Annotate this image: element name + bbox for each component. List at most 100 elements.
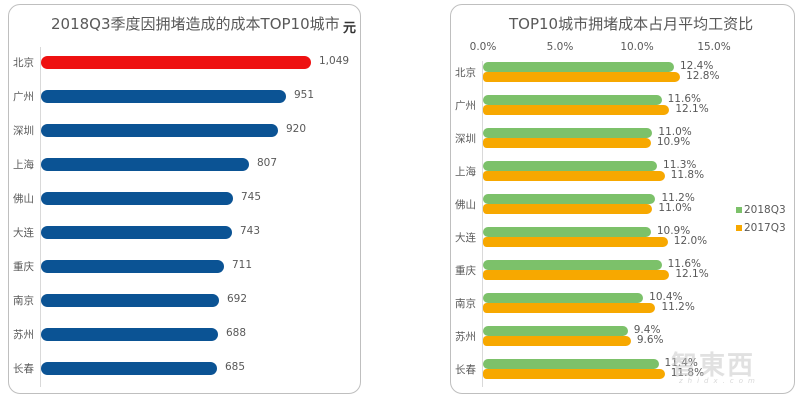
ratio-bar-2018q3 (483, 227, 651, 237)
cost-bar (41, 124, 278, 137)
x-tick-label: 5.0% (546, 41, 574, 53)
cost-bar (41, 56, 311, 69)
category-label: 北京 (13, 57, 34, 69)
cost-bar (41, 226, 232, 239)
ratio-bar-2018q3 (483, 128, 653, 138)
ratio-bar-2017q3 (483, 336, 631, 346)
category-label: 重庆 (13, 261, 34, 273)
cost-value-label: 1,049 (319, 55, 350, 67)
cost-bar (41, 362, 217, 375)
ratio-bar-2017q3 (483, 171, 665, 181)
category-label: 南京 (13, 295, 34, 307)
cost-value-label: 688 (226, 327, 247, 339)
ratio-chart-axis (482, 61, 483, 387)
cost-bar (41, 260, 224, 273)
category-label: 上海 (455, 166, 476, 178)
category-label: 佛山 (13, 193, 34, 205)
ratio-value-2018q3: 11.6% (667, 258, 701, 270)
category-label: 大连 (455, 232, 476, 244)
x-tick-label: 10.0% (620, 41, 654, 53)
category-label: 深圳 (455, 133, 476, 145)
legend-swatch-2017q3 (736, 225, 742, 231)
ratio-bar-2017q3 (483, 369, 665, 379)
ratio-bar-2017q3 (483, 105, 670, 115)
ratio-chart-legend: 2018Q3 2017Q3 (736, 201, 786, 237)
cost-value-label: 692 (227, 293, 248, 305)
category-label: 长春 (13, 363, 34, 375)
ratio-value-2018q3: 10.4% (649, 291, 683, 303)
category-label: 上海 (13, 159, 34, 171)
category-label: 佛山 (455, 199, 476, 211)
legend-item-2018q3: 2018Q3 (736, 201, 786, 219)
ratio-value-2017q3: 11.8% (670, 367, 705, 379)
ratio-value-2018q3: 12.4% (679, 60, 714, 72)
ratio-value-2017q3: 11.8% (670, 169, 705, 181)
ratio-value-2017q3: 11.0% (658, 202, 692, 214)
ratio-bar-2018q3 (483, 95, 662, 105)
ratio-value-2018q3: 11.6% (667, 93, 701, 105)
watermark-logo: 智東西 (671, 351, 756, 381)
category-label: 苏州 (13, 329, 34, 341)
ratio-value-2018q3: 11.0% (658, 126, 692, 138)
cost-value-label: 920 (286, 123, 307, 135)
ratio-value-2017q3: 9.6% (636, 334, 664, 346)
cost-chart-axis (40, 47, 41, 387)
ratio-value-2018q3: 10.9% (656, 225, 691, 237)
legend-label-2017q3: 2017Q3 (744, 222, 786, 234)
cost-value-label: 807 (257, 157, 278, 169)
ratio-bar-2017q3 (483, 138, 651, 148)
ratio-value-2018q3: 11.2% (661, 192, 695, 204)
category-label: 南京 (455, 298, 476, 310)
cost-bar (41, 90, 286, 103)
ratio-bar-2017q3 (483, 237, 668, 247)
category-label: 长春 (455, 364, 476, 376)
x-tick-label: 0.0% (469, 41, 497, 53)
ratio-bar-2018q3 (483, 293, 644, 303)
cost-chart-unit: 元 (343, 21, 357, 36)
legend-label-2018q3: 2018Q3 (744, 204, 786, 216)
ratio-bar-2018q3 (483, 194, 656, 204)
cost-chart-title: 2018Q3季度因拥堵造成的成本TOP10城市 (51, 15, 340, 33)
ratio-bar-2018q3 (483, 359, 659, 369)
cost-bar (41, 158, 249, 171)
category-label: 深圳 (13, 125, 34, 137)
cost-value-label: 743 (240, 225, 261, 237)
legend-swatch-2018q3 (736, 207, 742, 213)
ratio-value-2017q3: 12.0% (673, 235, 708, 247)
ratio-chart-panel: TOP10城市拥堵成本占月平均工资比 0.0% 5.0% 10.0% 15.0% 北京… (450, 4, 795, 394)
category-label: 北京 (455, 67, 476, 79)
ratio-chart-title: TOP10城市拥堵成本占月平均工资比 (509, 15, 754, 33)
ratio-value-2018q3: 11.3% (663, 159, 697, 171)
cost-bar (41, 192, 233, 205)
cost-bar (41, 294, 219, 307)
ratio-value-2018q3: 9.4% (633, 324, 661, 336)
ratio-value-2018q3: 11.4% (664, 357, 698, 369)
ratio-value-2017q3: 12.1% (675, 103, 709, 115)
cost-value-label: 711 (232, 259, 253, 271)
ratio-bar-2017q3 (483, 204, 653, 214)
cost-value-label: 951 (294, 89, 315, 101)
ratio-bar-2018q3 (483, 326, 628, 336)
ratio-bar-2017q3 (483, 303, 656, 313)
watermark-url: zhidx.com (679, 377, 760, 385)
cost-value-label: 685 (225, 361, 246, 373)
cost-value-label: 745 (241, 191, 262, 203)
cost-bar (41, 328, 218, 341)
category-label: 广州 (455, 100, 476, 112)
category-label: 广州 (13, 91, 34, 103)
category-label: 大连 (13, 227, 34, 239)
ratio-value-2017q3: 11.2% (661, 301, 695, 313)
legend-item-2017q3: 2017Q3 (736, 219, 786, 237)
ratio-value-2017q3: 10.9% (656, 136, 691, 148)
ratio-bar-2017q3 (483, 270, 670, 280)
ratio-bar-2018q3 (483, 161, 658, 171)
ratio-bar-2017q3 (483, 72, 681, 82)
category-label: 苏州 (455, 331, 476, 343)
ratio-bar-2018q3 (483, 62, 674, 72)
ratio-bar-2018q3 (483, 260, 662, 270)
ratio-value-2017q3: 12.1% (675, 268, 709, 280)
x-tick-label: 15.0% (697, 41, 731, 53)
cost-chart-panel: 2018Q3季度因拥堵造成的成本TOP10城市 元 北京 1,049 广州 951 深圳… (8, 4, 361, 394)
category-label: 重庆 (455, 265, 476, 277)
ratio-value-2017q3: 12.8% (686, 70, 720, 82)
